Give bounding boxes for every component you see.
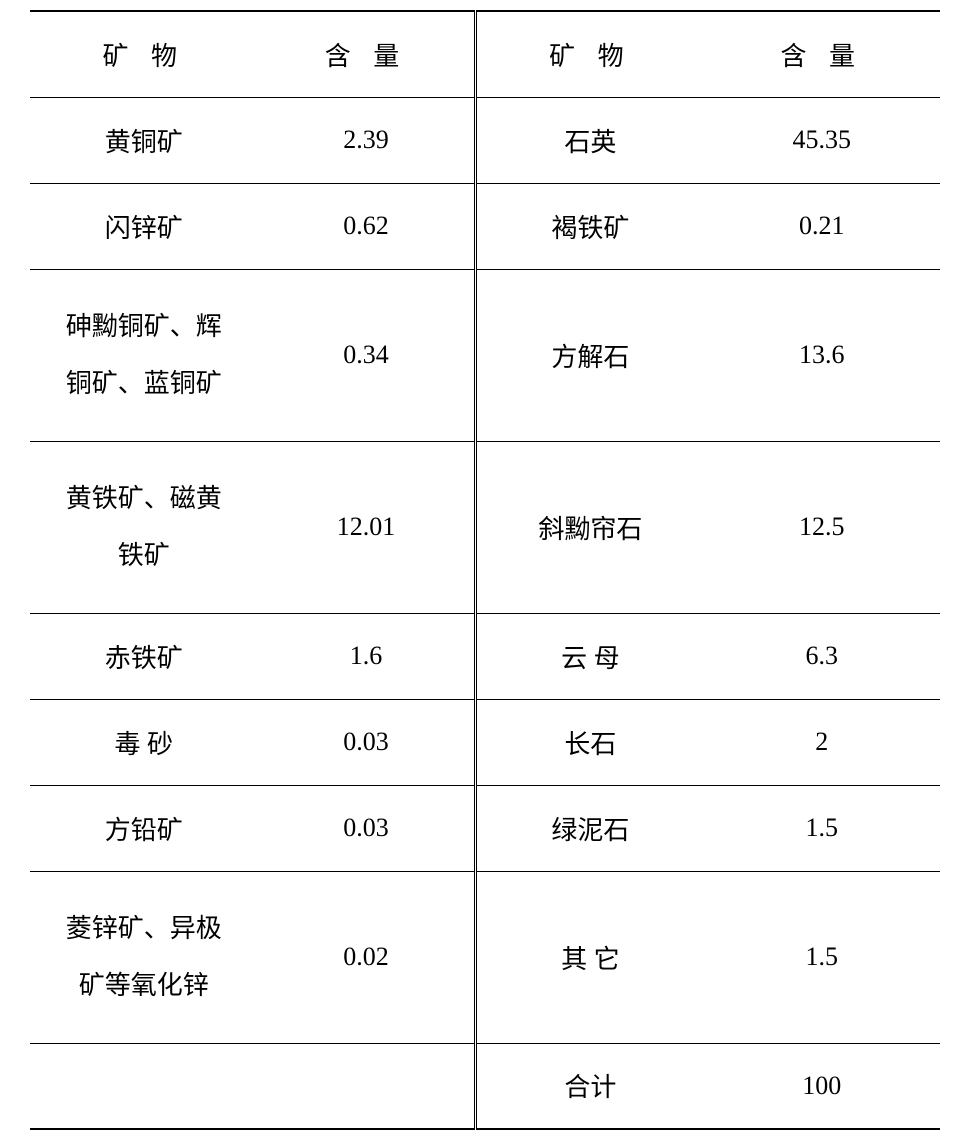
cell-content-left: 1.6: [258, 613, 476, 699]
table-row: 方铅矿0.03绿泥石1.5: [30, 785, 940, 871]
header-mineral-right: 矿 物: [476, 11, 704, 97]
table-row: 砷黝铜矿、辉铜矿、蓝铜矿0.34方解石13.6: [30, 269, 940, 441]
cell-content-left: 0.03: [258, 785, 476, 871]
table-row: 毒 砂0.03长石2: [30, 699, 940, 785]
cell-content-left: 0.34: [258, 269, 476, 441]
table-row: 菱锌矿、异极矿等氧化锌0.02其 它1.5: [30, 871, 940, 1043]
header-content-left: 含 量: [258, 11, 476, 97]
cell-mineral-right: 方解石: [476, 269, 704, 441]
cell-content-left: 0.62: [258, 183, 476, 269]
cell-content-left: 0.03: [258, 699, 476, 785]
header-mineral-left: 矿 物: [30, 11, 258, 97]
table-body: 黄铜矿2.39石英45.35闪锌矿0.62褐铁矿0.21砷黝铜矿、辉铜矿、蓝铜矿…: [30, 97, 940, 1129]
cell-mineral-right: 斜黝帘石: [476, 441, 704, 613]
cell-mineral-right: 绿泥石: [476, 785, 704, 871]
table-row: 合计100: [30, 1043, 940, 1129]
cell-content-right: 6.3: [703, 613, 940, 699]
cell-content-right: 12.5: [703, 441, 940, 613]
mineral-table-container: 矿 物 含 量 矿 物 含 量 黄铜矿2.39石英45.35闪锌矿0.62褐铁矿…: [30, 10, 940, 1130]
cell-mineral-left: [30, 1043, 258, 1129]
cell-content-right: 45.35: [703, 97, 940, 183]
cell-content-right: 13.6: [703, 269, 940, 441]
table-row: 闪锌矿0.62褐铁矿0.21: [30, 183, 940, 269]
cell-content-left: 2.39: [258, 97, 476, 183]
table-row: 赤铁矿1.6云 母6.3: [30, 613, 940, 699]
cell-mineral-right: 长石: [476, 699, 704, 785]
table-row: 黄铁矿、磁黄铁矿12.01斜黝帘石12.5: [30, 441, 940, 613]
cell-content-right: 1.5: [703, 785, 940, 871]
cell-mineral-right: 石英: [476, 97, 704, 183]
cell-mineral-left: 闪锌矿: [30, 183, 258, 269]
cell-content-right: 2: [703, 699, 940, 785]
cell-mineral-left: 方铅矿: [30, 785, 258, 871]
table-row: 黄铜矿2.39石英45.35: [30, 97, 940, 183]
cell-content-left: [258, 1043, 476, 1129]
cell-mineral-right: 云 母: [476, 613, 704, 699]
cell-mineral-right: 其 它: [476, 871, 704, 1043]
header-content-right: 含 量: [703, 11, 940, 97]
cell-mineral-right: 合计: [476, 1043, 704, 1129]
cell-mineral-left: 砷黝铜矿、辉铜矿、蓝铜矿: [30, 269, 258, 441]
cell-content-right: 100: [703, 1043, 940, 1129]
mineral-table: 矿 物 含 量 矿 物 含 量 黄铜矿2.39石英45.35闪锌矿0.62褐铁矿…: [30, 10, 940, 1130]
cell-content-left: 12.01: [258, 441, 476, 613]
cell-mineral-right: 褐铁矿: [476, 183, 704, 269]
cell-content-left: 0.02: [258, 871, 476, 1043]
cell-mineral-left: 黄铁矿、磁黄铁矿: [30, 441, 258, 613]
table-header-row: 矿 物 含 量 矿 物 含 量: [30, 11, 940, 97]
cell-mineral-left: 毒 砂: [30, 699, 258, 785]
cell-content-right: 1.5: [703, 871, 940, 1043]
cell-mineral-left: 黄铜矿: [30, 97, 258, 183]
cell-mineral-left: 赤铁矿: [30, 613, 258, 699]
cell-content-right: 0.21: [703, 183, 940, 269]
cell-mineral-left: 菱锌矿、异极矿等氧化锌: [30, 871, 258, 1043]
